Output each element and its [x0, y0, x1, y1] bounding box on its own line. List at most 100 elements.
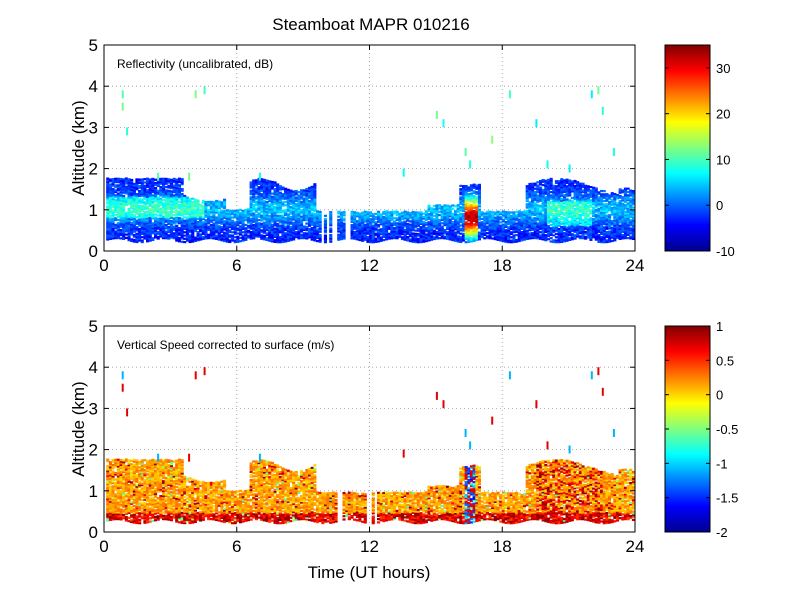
- field-cell: [130, 206, 134, 210]
- field-cell: [480, 221, 484, 224]
- field-cell: [523, 227, 527, 230]
- field-cell: [201, 209, 205, 212]
- field-cell: [148, 218, 152, 221]
- field-cell: [180, 178, 184, 181]
- field-cell: [294, 199, 298, 202]
- field-cell: [164, 220, 168, 223]
- field-cell: [106, 236, 110, 239]
- field-cell: [480, 227, 484, 230]
- field-cell: [454, 213, 458, 216]
- field-cell: [313, 193, 317, 196]
- field-cell: [300, 192, 304, 195]
- field-cell: [148, 223, 152, 226]
- field-cell: [106, 179, 110, 182]
- field-cell: [573, 237, 577, 240]
- field-cell: [621, 227, 625, 230]
- field-cell: [549, 187, 553, 190]
- field-cell: [546, 226, 550, 229]
- field-cell: [589, 220, 593, 223]
- field-cell: [581, 200, 585, 204]
- field-cell: [626, 187, 630, 190]
- field-cell: [629, 197, 633, 200]
- field-cell: [358, 238, 362, 242]
- field-cell: [313, 236, 317, 239]
- field-cell: [616, 215, 620, 218]
- field-cell: [472, 216, 476, 219]
- field-cell: [252, 181, 256, 184]
- field-cell: [592, 211, 596, 214]
- field-cell: [143, 222, 147, 225]
- field-cell: [108, 474, 112, 477]
- field-cell: [236, 224, 240, 227]
- field-cell: [462, 206, 466, 209]
- field-cell: [369, 218, 373, 221]
- field-cell: [305, 192, 309, 196]
- field-cell: [554, 185, 558, 188]
- field-cell: [276, 191, 280, 194]
- field-cell: [600, 208, 604, 211]
- field-cell: [151, 179, 155, 182]
- field-cell: [185, 198, 189, 201]
- field-cell: [626, 222, 630, 225]
- field-cell: [164, 217, 168, 220]
- field-cell: [215, 206, 219, 209]
- field-cell: [621, 191, 625, 194]
- field-cell: [533, 192, 537, 195]
- field-cell: [297, 209, 301, 212]
- field-cell: [608, 227, 612, 230]
- field-cell: [124, 200, 128, 203]
- field-cell: [393, 212, 397, 215]
- field-cell: [156, 222, 160, 225]
- field-cell: [108, 201, 112, 204]
- field-cell: [355, 228, 359, 231]
- field-cell: [130, 205, 134, 208]
- field-cell: [154, 196, 158, 200]
- field-cell: [196, 225, 200, 229]
- field-cell: [212, 201, 216, 204]
- field-cell: [204, 210, 208, 214]
- field-cell: [154, 208, 158, 211]
- field-cell: [143, 196, 147, 199]
- field-cell: [199, 226, 203, 229]
- field-cell: [589, 194, 593, 197]
- field-cell: [608, 220, 612, 223]
- field-cell: [472, 200, 476, 203]
- field-cell: [270, 228, 274, 231]
- field-cell: [106, 213, 110, 216]
- field-cell: [355, 230, 359, 233]
- field-cell: [172, 219, 176, 222]
- field-cell: [408, 220, 412, 223]
- field-cell: [443, 237, 447, 240]
- field-cell: [254, 181, 258, 184]
- field-cell: [162, 184, 166, 187]
- field-cell: [162, 205, 166, 208]
- field-cell: [119, 204, 123, 207]
- field-cell: [116, 213, 120, 217]
- field-cell: [175, 203, 179, 206]
- field-cell: [106, 215, 110, 218]
- field-cell: [106, 222, 110, 225]
- field-cell: [565, 221, 569, 224]
- field-cell: [424, 215, 428, 218]
- field-cell: [594, 222, 598, 225]
- field-cell: [143, 232, 147, 235]
- field-cell: [289, 192, 293, 196]
- field-cell: [629, 204, 633, 207]
- field-cell: [254, 222, 258, 225]
- field-cell: [499, 213, 503, 216]
- field-cell: [475, 222, 479, 225]
- field-cell: [531, 217, 535, 220]
- field-cell: [281, 237, 285, 240]
- field-cell: [329, 211, 333, 214]
- field-cell: [462, 203, 466, 206]
- field-cell: [568, 222, 572, 225]
- field-cell: [385, 218, 389, 221]
- field-cell: [257, 181, 261, 184]
- field-cell: [167, 191, 171, 194]
- field-cell: [467, 222, 471, 225]
- field-cell: [191, 225, 195, 228]
- field-cell: [225, 219, 229, 222]
- field-cell: [594, 233, 598, 236]
- field-cell: [560, 221, 564, 224]
- field-cell: [339, 221, 343, 224]
